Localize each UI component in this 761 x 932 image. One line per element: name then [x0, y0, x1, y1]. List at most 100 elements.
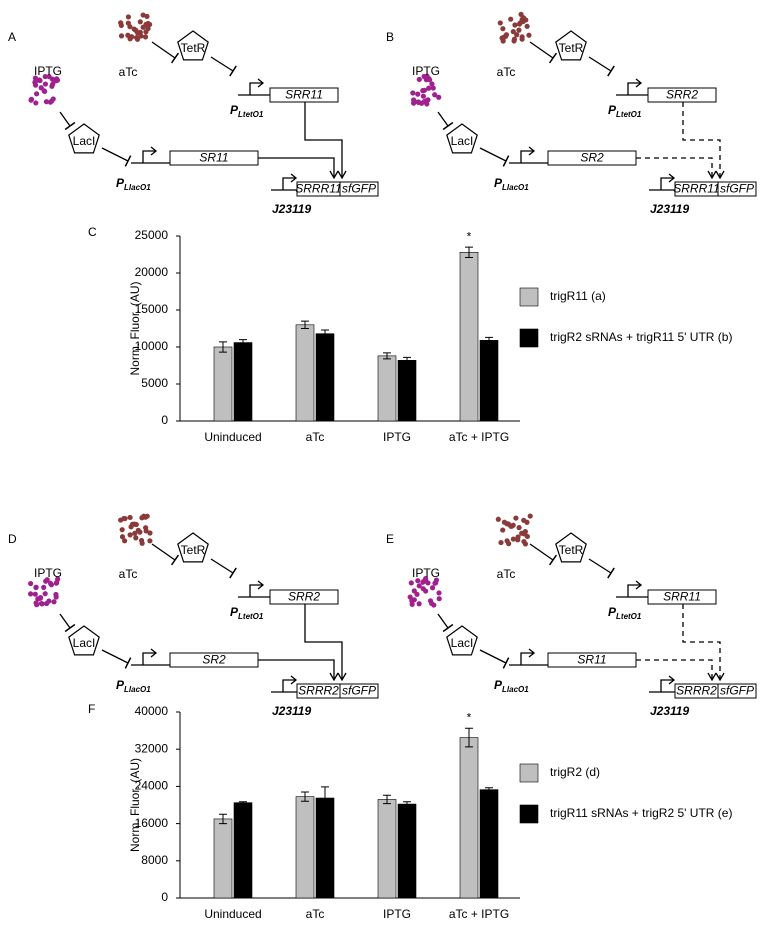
- error-bar: [485, 787, 493, 793]
- significance-mark: *: [467, 229, 472, 243]
- inducer-label: aTc: [119, 567, 138, 581]
- molecule-dot: [408, 580, 414, 586]
- molecule-dot: [524, 23, 530, 29]
- molecule-dot: [28, 580, 34, 587]
- molecule-dot: [132, 530, 138, 536]
- molecule-dot: [141, 513, 147, 519]
- regulation-line: [304, 102, 343, 177]
- panel-label: A: [8, 30, 16, 44]
- inhibition-bar: [170, 52, 180, 64]
- molecule-dot: [147, 21, 153, 28]
- inhibition-bar: [502, 657, 510, 669]
- inhibition-bar: [548, 554, 558, 566]
- error-bar: [219, 341, 227, 353]
- molecule-dot: [415, 91, 421, 97]
- arrowhead: [329, 672, 339, 682]
- repressor-shape: [555, 30, 587, 61]
- arrowhead: [528, 648, 536, 658]
- molecule-dot: [504, 521, 510, 527]
- regulation-line: [636, 659, 713, 679]
- molecule-dot: [424, 73, 430, 79]
- error-bar: [465, 727, 473, 748]
- promoter-arrow: [142, 652, 155, 665]
- gene-label: sfGFP: [342, 684, 376, 698]
- molecule-dot: [122, 515, 128, 522]
- molecule-dot: [436, 596, 442, 602]
- molecule-dot: [54, 76, 60, 82]
- molecule-dot: [51, 599, 57, 605]
- molecule-dot: [138, 33, 144, 39]
- connector: [151, 543, 176, 561]
- molecule-dot: [43, 578, 49, 584]
- y-tick-label: 5000: [141, 376, 168, 390]
- gene-label: SRR2: [666, 88, 698, 102]
- inhibition-bar: [607, 567, 615, 579]
- gene-box: [717, 683, 757, 699]
- promoter-letter: P: [608, 103, 617, 117]
- promoter-label: PLlacO1: [116, 678, 151, 694]
- promoter-arrow: [660, 679, 673, 692]
- molecule-dot: [41, 584, 47, 590]
- gene-label: SR11: [577, 653, 606, 667]
- promoter-subscript: LtetO1: [616, 612, 642, 621]
- legend-label: trigR2 sRNAs + trigR11 5' UTR (b): [550, 330, 732, 344]
- molecule-dot: [135, 527, 141, 533]
- bar: [459, 251, 479, 422]
- molecule-dot: [420, 93, 426, 99]
- gene-label: SRRR11: [295, 182, 341, 196]
- x-tick-label: aTc + IPTG: [449, 907, 509, 921]
- gene-label: SRR11: [663, 590, 701, 604]
- repressor-label: TetR: [181, 543, 206, 557]
- gene-label: SR2: [580, 151, 604, 165]
- bar: [479, 340, 499, 422]
- molecule-dot: [118, 33, 125, 39]
- repressor-label: LacI: [451, 636, 474, 650]
- x-tick-label: IPTG: [383, 430, 411, 444]
- molecule-dot: [430, 85, 436, 91]
- bar: [315, 333, 335, 422]
- connector: [588, 56, 612, 72]
- promoter-subscript: LlacO1: [124, 685, 151, 694]
- repressor-shape: [555, 532, 587, 563]
- molecule-dot: [131, 26, 137, 32]
- molecule-dot: [410, 100, 417, 106]
- molecule-dot: [527, 513, 533, 519]
- gene-label: sfGFP: [720, 684, 754, 698]
- bar: [459, 737, 479, 899]
- molecule-dot: [42, 81, 49, 87]
- molecule-dot: [139, 540, 145, 546]
- gene-label: SRR2: [288, 590, 320, 604]
- arrowhead: [150, 648, 158, 658]
- connector: [210, 558, 234, 574]
- molecule-dot: [119, 527, 125, 533]
- molecule-dot: [133, 535, 139, 541]
- molecule-dot: [38, 600, 45, 607]
- molecule-dot: [49, 98, 55, 104]
- inhibition-bar: [124, 657, 132, 669]
- molecule-dot: [134, 30, 141, 36]
- promoter-subscript: LtetO1: [616, 110, 642, 119]
- panel-label: F: [88, 702, 95, 716]
- promoter-label: PLlacO1: [494, 176, 529, 192]
- arrowhead: [290, 675, 298, 685]
- molecule-dot: [143, 525, 149, 531]
- molecule-dot: [38, 85, 44, 91]
- molecule-dot: [43, 99, 50, 105]
- connector: [101, 649, 129, 664]
- promoter-letter: P: [494, 678, 503, 692]
- repressor-label: LacI: [451, 134, 474, 148]
- connector: [529, 543, 554, 561]
- molecule-dot: [436, 590, 442, 596]
- legend-label: trigR11 (a): [550, 289, 606, 303]
- gene-label: sfGFP: [720, 182, 754, 196]
- inducer-label: IPTG: [412, 64, 440, 78]
- promoter-letter: P: [116, 678, 125, 692]
- connector: [210, 56, 234, 72]
- inducer-label: IPTG: [34, 64, 62, 78]
- arrowhead: [668, 675, 676, 685]
- promoter-arrow: [282, 679, 295, 692]
- regulation-line: [258, 157, 335, 177]
- molecule-dot: [53, 580, 60, 586]
- molecule-dot: [119, 534, 126, 540]
- error-bar: [321, 786, 329, 810]
